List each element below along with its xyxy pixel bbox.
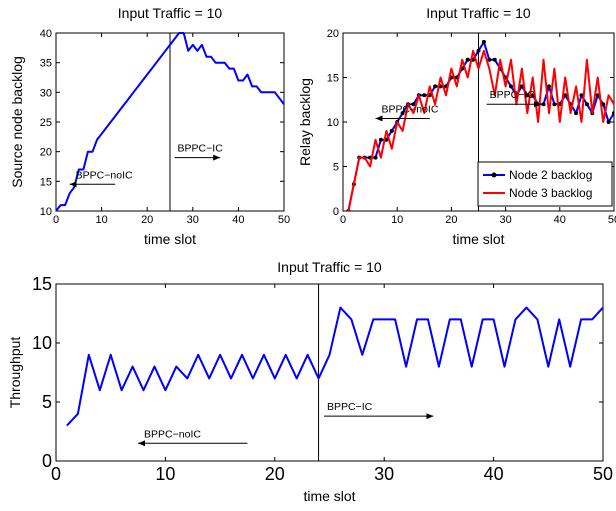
x-tick-label: 40	[232, 214, 244, 226]
series-group	[346, 39, 614, 211]
chart-panel-1: Input Traffic = 100 10 20 30 40 5010152025303…	[9, 5, 290, 247]
x-tick-label: 20	[445, 214, 457, 226]
x-tick-label: 30	[374, 464, 394, 484]
x-tick-label: 30	[187, 214, 199, 226]
x-tick-label: 50	[608, 214, 616, 226]
annotation-label: BPPC−noIC	[76, 169, 133, 181]
y-tick-label: 20	[327, 28, 339, 40]
series-line-1	[55, 32, 285, 212]
data-point	[433, 84, 438, 89]
y-axis-label: Relay backlog	[297, 78, 313, 166]
y-tick-label: 0	[333, 206, 339, 218]
legend-label: Node 2 backlog	[509, 168, 592, 182]
chart-panel-2: Input Traffic = 10 0 10 20 30 40 50 0 5 10 15 20 tim…	[297, 5, 616, 247]
data-point	[378, 137, 383, 142]
series-group	[55, 32, 285, 212]
data-point	[476, 48, 481, 53]
x-tick-label: 50	[593, 464, 613, 484]
y-tick-label: 15	[32, 274, 52, 294]
y-tick-label: 15	[40, 176, 52, 188]
x-tick-label: 10	[391, 214, 403, 226]
y-tick-label: 5	[333, 162, 339, 174]
data-point	[422, 93, 427, 98]
data-point	[487, 57, 492, 62]
data-point	[606, 120, 611, 124]
chart-title: Input Traffic = 10	[426, 5, 531, 21]
data-point	[552, 102, 557, 107]
x-tick-label: 40	[554, 214, 566, 226]
legend: Node 2 backlog Node 3 backlog	[477, 161, 613, 207]
y-axis-label: Source node backlog	[9, 56, 25, 188]
data-point	[481, 39, 486, 44]
chart-title: Input Traffic = 10	[277, 259, 382, 275]
annotation-label: BPPC−IC	[327, 401, 373, 413]
y-tick-label: 35	[40, 58, 52, 70]
data-point	[492, 57, 497, 62]
data-point	[541, 102, 546, 107]
y-tick-label: 15	[327, 73, 339, 85]
data-point	[509, 84, 514, 89]
x-tick-label: 20	[141, 214, 153, 226]
data-point	[574, 111, 579, 116]
y-tick-label: 20	[40, 147, 52, 159]
series-line-2	[347, 49, 614, 211]
x-tick-label: 0	[51, 464, 61, 484]
y-tick-label: 10	[32, 333, 52, 353]
y-tick-label: 5	[42, 392, 52, 412]
legend-label: Node 3 backlog	[509, 186, 592, 200]
series-group	[66, 306, 604, 427]
x-tick-label: 10	[95, 214, 107, 226]
data-point	[579, 93, 584, 98]
x-tick-label: 40	[484, 464, 504, 484]
y-tick-label: 30	[40, 87, 52, 99]
x-axis-label: time slot	[303, 488, 355, 504]
data-point	[601, 102, 606, 107]
x-tick-label: 10	[155, 464, 175, 484]
x-tick-label: 50	[278, 214, 290, 226]
data-point	[612, 111, 614, 116]
annotation-label: BPPC−IC	[490, 89, 536, 101]
y-tick-label: 0	[42, 451, 52, 471]
data-point	[519, 84, 524, 89]
data-point	[584, 102, 589, 107]
data-point	[595, 93, 600, 98]
x-tick-label: 30	[499, 214, 511, 226]
data-point	[530, 93, 535, 98]
y-tick-label: 40	[40, 28, 52, 40]
y-axis-label: Throughput	[7, 337, 23, 409]
data-point	[563, 93, 568, 98]
y-tick-label: 10	[327, 117, 339, 129]
y-tick-label: 10	[40, 206, 52, 218]
data-point	[546, 84, 551, 89]
plot-area-frame	[55, 283, 604, 462]
x-tick-label: 20	[265, 464, 285, 484]
x-tick-label: 0	[53, 214, 59, 226]
chart-title: Input Traffic = 10	[118, 5, 223, 21]
x-axis-label: time slot	[452, 231, 504, 247]
legend-box	[477, 161, 613, 207]
annotation-label: BPPC−noIC	[382, 103, 439, 115]
data-point	[411, 102, 416, 107]
x-axis-label: time slot	[144, 231, 196, 247]
data-point	[373, 155, 378, 160]
x-tick-label: 0	[340, 214, 346, 226]
y-tick-label: 25	[40, 117, 52, 129]
annotation-label: BPPC−IC	[178, 143, 224, 155]
legend-marker	[491, 172, 497, 178]
chart-panel-3: Input Traffic = 10 0 10 20 30 40 50 0 5 10 15 time …	[7, 259, 613, 504]
annotation-label: BPPC−noIC	[144, 428, 201, 440]
series-line-1	[66, 306, 604, 427]
data-point	[525, 93, 530, 98]
data-point	[400, 111, 405, 116]
data-point	[389, 128, 394, 133]
data-point	[465, 57, 470, 62]
